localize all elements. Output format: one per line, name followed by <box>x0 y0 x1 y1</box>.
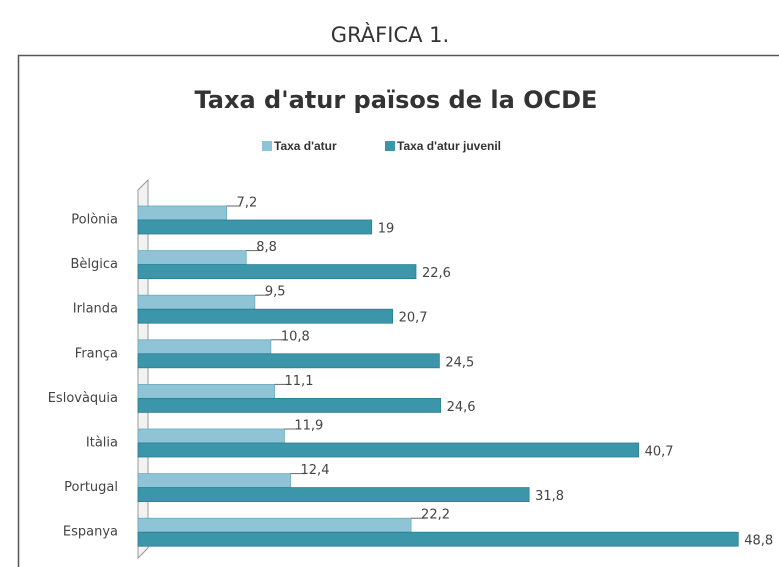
value-label: 24,6 <box>447 400 476 415</box>
bar <box>137 294 256 310</box>
bar <box>137 397 441 413</box>
value-label: 24,5 <box>445 355 474 370</box>
legend-swatch <box>385 141 395 151</box>
value-label: 9,5 <box>265 285 286 300</box>
legend-label: Taxa d'atur juvenil <box>397 139 501 153</box>
bar <box>137 205 227 221</box>
bar <box>137 531 739 547</box>
category-label: Eslovàquia <box>48 391 118 406</box>
bar <box>137 487 530 503</box>
bar <box>137 442 640 458</box>
value-label: 48,8 <box>744 534 773 549</box>
category-label: Polònia <box>71 213 118 228</box>
category-label: Itàlia <box>86 436 118 451</box>
bar <box>137 219 373 235</box>
value-label: 11,9 <box>294 419 323 434</box>
heading: GRÀFICA 1. <box>331 22 449 47</box>
chart-title: Taxa d'atur països de la OCDE <box>195 86 598 114</box>
category-label: Irlanda <box>73 302 118 317</box>
value-label: 40,7 <box>645 445 674 460</box>
value-label: 31,8 <box>535 489 564 504</box>
bar <box>137 264 417 280</box>
bar <box>137 353 440 369</box>
legend-swatch <box>262 141 272 151</box>
category-label: Espanya <box>63 525 118 540</box>
bar <box>137 250 247 266</box>
value-label: 12,4 <box>301 463 330 478</box>
value-label: 20,7 <box>399 311 428 326</box>
bar <box>137 428 285 444</box>
bar <box>137 308 394 324</box>
value-label: 10,8 <box>281 329 310 344</box>
bar <box>137 339 272 355</box>
value-label: 11,1 <box>285 374 314 389</box>
category-label: França <box>75 346 118 361</box>
bar <box>137 517 412 533</box>
legend-label: Taxa d'atur <box>274 139 337 153</box>
bar <box>137 383 275 399</box>
value-label: 19 <box>378 222 395 237</box>
bar <box>137 473 291 489</box>
value-label: 22,2 <box>421 508 450 523</box>
category-label: Bèlgica <box>70 257 118 272</box>
value-label: 7,2 <box>237 196 258 211</box>
value-label: 22,6 <box>422 266 451 281</box>
category-label: Portugal <box>64 480 118 495</box>
value-label: 8,8 <box>256 240 277 255</box>
